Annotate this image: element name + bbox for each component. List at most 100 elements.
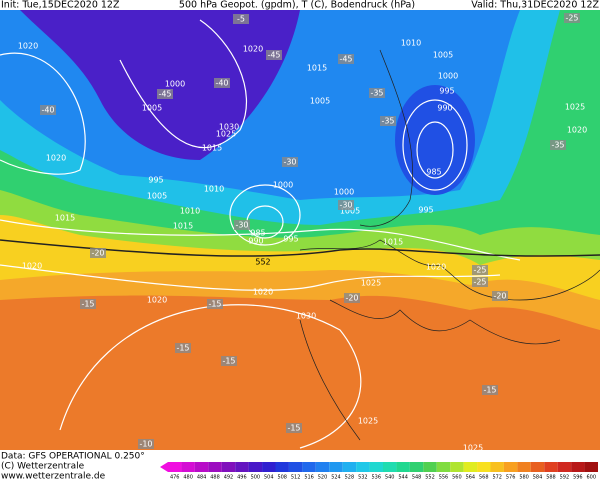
colorbar-label: 488: [210, 475, 220, 481]
colorbar-swatch: [248, 462, 263, 472]
colorbar-label: 596: [573, 475, 583, 481]
temperature-label: -15: [483, 386, 496, 395]
colorbar-swatch: [584, 462, 598, 472]
isobar-label: 1020: [426, 263, 446, 272]
temperature-label-box: [207, 299, 223, 309]
colorbar-swatch: [221, 462, 236, 472]
colorbar-swatch: [168, 462, 182, 472]
geopotential-label: 552: [255, 258, 270, 267]
colorbar-label: 552: [425, 475, 435, 481]
isobar-label: 1025: [361, 279, 381, 288]
temperature-label-box: [338, 200, 354, 210]
colorbar-label: 480: [183, 475, 193, 481]
isobar-label: 1020: [243, 45, 263, 54]
temperature-label: -15: [208, 300, 221, 309]
valid-time: Valid: Thu,31DEC2020 12Z: [471, 0, 599, 11]
colorbar-swatch: [342, 462, 357, 472]
colorbar-swatch: [194, 462, 209, 472]
isobar-label: 985: [250, 229, 265, 238]
isobar-label: 1020: [22, 262, 42, 271]
colorbar-swatch: [302, 462, 316, 472]
isobar-label: 1000: [438, 72, 458, 81]
colorbar-swatch: [571, 462, 585, 472]
temperature-label: -20: [493, 292, 506, 301]
temperature-label-box: [380, 116, 396, 126]
colorbar-swatch: [356, 462, 370, 472]
isobar-label: 995: [439, 87, 454, 96]
field-purple: [20, 10, 300, 160]
isobar-label: 1005: [142, 104, 162, 113]
temperature-label: -45: [158, 90, 171, 99]
colorbar-swatch: [477, 462, 491, 472]
isobar-label: 1030: [296, 312, 316, 321]
colorbar-label: 500: [251, 475, 261, 481]
colorbar-label: 544: [398, 475, 408, 481]
temperature-label-box: [286, 423, 302, 433]
temperature-label-box: [40, 105, 56, 115]
isobar-label: 1010: [180, 207, 200, 216]
isobar-label: 1010: [204, 185, 224, 194]
low-core: [395, 85, 475, 195]
isobar-label: 1005: [310, 97, 330, 106]
colorbar-label: 564: [466, 475, 476, 481]
colorbar-swatch: [463, 462, 478, 472]
temperature-label-box: [472, 277, 488, 287]
isobar-label: 1000: [273, 181, 293, 190]
colorbar-label: 572: [492, 475, 502, 481]
temperature-label: -20: [345, 294, 358, 303]
temperature-label: -45: [339, 55, 352, 64]
colorbar-swatch: [409, 462, 424, 472]
colorbar-swatch: [208, 462, 222, 472]
colorbar-swatch: [450, 462, 464, 472]
isobar-label: 1025: [463, 444, 483, 453]
colorbar-swatch: [329, 462, 343, 472]
isobar-label: 1020: [253, 288, 273, 297]
temperature-label: -20: [91, 249, 104, 258]
website: www.wetterzentrale.de: [1, 472, 106, 482]
map: [0, 10, 600, 450]
temperature-label: -10: [139, 440, 152, 449]
temperature-label: -5: [237, 15, 245, 24]
temperature-label: -40: [41, 106, 54, 115]
colorbar-label: 536: [372, 475, 382, 481]
temperature-label: -35: [551, 141, 564, 150]
temperature-label: -15: [81, 300, 94, 309]
isobar-label: 1025: [565, 103, 585, 112]
isobar-label: 1030: [219, 123, 239, 132]
temperature-label: -40: [215, 79, 228, 88]
temperature-label-box: [90, 248, 106, 258]
colorbar-label: 600: [587, 475, 597, 481]
temperature-label-box: [214, 78, 230, 88]
colorbar-swatch: [503, 462, 518, 472]
colorbar-swatch: [275, 462, 289, 472]
isobar-label: 1015: [383, 238, 403, 247]
colorbar-left-arrow: [160, 462, 168, 472]
colorbar-swatch: [235, 462, 249, 472]
temperature-label: -25: [565, 14, 578, 23]
geopotential-552: [0, 239, 600, 257]
colorbar-label: 484: [197, 475, 207, 481]
colorbar-swatch: [315, 462, 330, 472]
colorbar-swatch: [369, 462, 383, 472]
isobar-label: 1025: [358, 417, 378, 426]
colorbar-label: 496: [237, 475, 247, 481]
colorbar-label: 504: [264, 475, 274, 481]
isobar-label: 995: [283, 235, 298, 244]
copyright: (C) Wetterzentrale: [1, 462, 85, 472]
colorbar-swatch: [288, 462, 303, 472]
colorbar-label: 576: [506, 475, 516, 481]
colorbar-label: 512: [291, 475, 301, 481]
isobar-label: 1005: [147, 192, 167, 201]
colorbar-label: 556: [439, 475, 449, 481]
temperature-label-box: [564, 13, 580, 23]
temperature-label: -30: [283, 158, 296, 167]
colorbar-swatch: [490, 462, 504, 472]
temperature-label: -35: [370, 89, 383, 98]
colorbar-swatch: [181, 462, 195, 472]
coastlines: [299, 49, 600, 441]
colorbar-swatch: [423, 462, 437, 472]
colorbar-swatch: [544, 462, 558, 472]
temperature-label-box: [157, 89, 173, 99]
isobar-label: 1020: [46, 154, 66, 163]
